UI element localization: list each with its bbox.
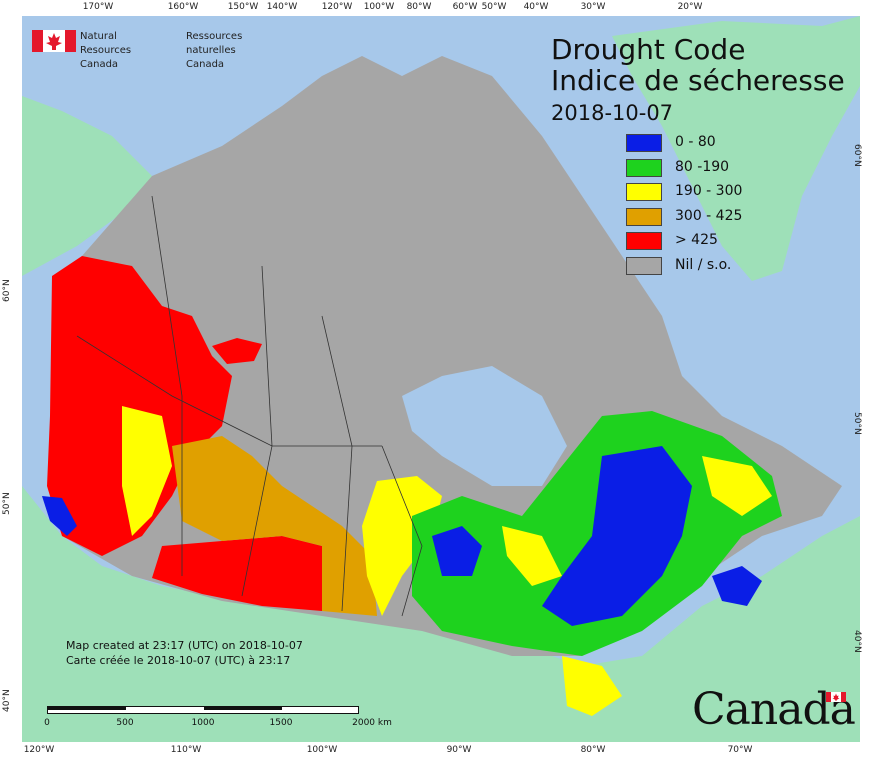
drought-map[interactable]: [22, 16, 860, 742]
alaska-land: [22, 96, 152, 276]
zone-red-west: [47, 256, 232, 556]
canada-flag-icon: [32, 30, 76, 52]
tick-top-160w: 160°W: [167, 2, 199, 12]
title-en: Drought Code: [551, 33, 746, 66]
legend-label-80-190: 80 -190: [675, 158, 730, 175]
scale-bar: [47, 706, 359, 714]
scale-label-500: 500: [116, 718, 134, 728]
legend-swatch-190-300: [626, 183, 662, 202]
usa-land: [22, 486, 860, 742]
greenland-land: [612, 16, 860, 281]
agency-name-fr: Ressources naturelles Canada: [186, 31, 243, 70]
credit-line-fr: Carte créée le 2018-10-07 (UTC) à 23:17: [66, 654, 291, 667]
provincial-borders: [76, 195, 423, 617]
zone-yellow-quebec: [502, 526, 562, 586]
zone-blue-ontario: [432, 526, 482, 576]
tick-right-60n: 60°N: [852, 144, 862, 167]
tick-top-100w: 100°W: [363, 2, 395, 12]
agency-signature: Natural Resources Canada Ressources natu…: [32, 30, 242, 70]
legend-swatch-300-425: [626, 207, 662, 226]
tick-right-40n: 40°N: [852, 630, 862, 653]
zone-yellow-southern-on: [562, 656, 622, 716]
scale-segment: [48, 707, 126, 710]
legend-swatch-nil: [626, 256, 662, 275]
credit-line-en: Map created at 23:17 (UTC) on 2018-10-07: [66, 639, 303, 652]
legend-swatch-0-80: [626, 134, 662, 152]
tick-bottom-110w: 110°W: [170, 745, 202, 755]
tick-left-60n: 60°N: [2, 279, 12, 302]
tick-top-20w: 20°W: [677, 2, 703, 12]
wordmark-flag-icon: [826, 692, 846, 702]
scale-label-1500: 1500: [269, 718, 293, 728]
zone-yellow-north-on: [362, 476, 442, 616]
tick-bottom-100w: 100°W: [306, 745, 338, 755]
tick-bottom-120w: 120°W: [23, 745, 55, 755]
tick-top-40w: 40°W: [523, 2, 549, 12]
legend-label-0-80: 0 - 80: [675, 134, 716, 150]
tick-top-140w: 140°W: [266, 2, 298, 12]
tick-top-50w: 50°W: [481, 2, 507, 12]
tick-top-170w: 170°W: [82, 2, 114, 12]
tick-bottom-70w: 70°W: [727, 745, 753, 755]
tick-left-50n: 50°N: [2, 492, 12, 515]
agency-name-en: Natural Resources Canada: [80, 31, 132, 70]
tick-top-60w: 60°W: [452, 2, 478, 12]
tick-left-40n: 40°N: [2, 689, 12, 712]
tick-bottom-80w: 80°W: [580, 745, 606, 755]
tick-top-80w: 80°W: [406, 2, 432, 12]
zone-red-island: [212, 338, 262, 364]
zone-blue-coast: [42, 496, 77, 536]
legend-swatch-over-425: [626, 232, 662, 251]
map-svg: [22, 16, 860, 742]
legend-label-over-425: > 425: [675, 232, 718, 249]
legend-swatch-80-190: [626, 158, 662, 177]
zone-blue-quebec: [542, 446, 692, 626]
title-date: 2018-10-07: [551, 101, 674, 125]
map-credits: Map created at 23:17 (UTC) on 2018-10-07…: [66, 638, 303, 668]
zone-yellow-bc: [122, 406, 172, 536]
scale-segment: [204, 707, 282, 710]
scale-label-1000: 1000: [191, 718, 215, 728]
tick-top-150w: 150°W: [227, 2, 259, 12]
tick-top-120w: 120°W: [321, 2, 353, 12]
hudson-bay: [402, 366, 567, 486]
scale-label-2000: 2000 km: [352, 718, 392, 728]
tick-top-30w: 30°W: [580, 2, 606, 12]
legend-label-nil: Nil / s.o.: [675, 256, 732, 273]
map-title: Drought Code Indice de sécheresse 2018-1…: [551, 34, 845, 128]
zone-blue-maritimes: [712, 566, 762, 606]
tick-right-50n: 50°N: [852, 412, 862, 435]
zone-yellow-labrador: [702, 456, 772, 516]
scale-label-0: 0: [44, 718, 50, 728]
legend-label-300-425: 300 - 425: [675, 207, 743, 224]
zone-red-south: [152, 536, 322, 611]
tick-bottom-90w: 90°W: [446, 745, 472, 755]
title-fr: Indice de sécheresse: [551, 64, 845, 97]
legend-label-190-300: 190 - 300: [675, 183, 743, 200]
zone-orange-prairies: [172, 436, 377, 616]
